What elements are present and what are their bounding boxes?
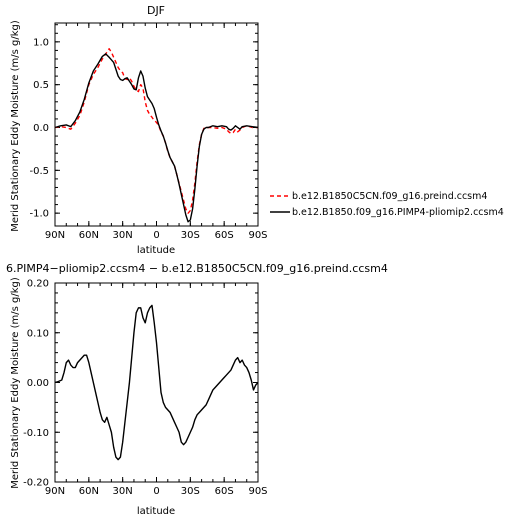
top-y-tick-label: 1.0 — [33, 37, 49, 48]
bottom-x-tick-label: 30N — [113, 486, 133, 497]
bottom-x-tick-label: 90S — [248, 486, 267, 497]
top-series-line-1 — [54, 48, 258, 214]
top-series-line-2 — [54, 53, 259, 223]
top-x-tick-label: 0 — [153, 230, 159, 241]
bottom-y-tick-label: 0.10 — [27, 328, 49, 339]
bottom-x-axis-title: latitude — [137, 506, 175, 517]
top-y-tick-label: 0.5 — [33, 80, 49, 91]
top-panel: DJF 90N 60N 30N 0 30S 60S 90S -1.0 -0.5 0.0 0.5 1.0… — [10, 4, 268, 256]
top-chart-title: DJF — [147, 4, 165, 17]
top-y-tick-label: -0.5 — [29, 166, 49, 177]
bottom-series-line-1 — [54, 304, 259, 461]
top-x-tick-label: 60N — [79, 230, 99, 241]
top-x-tick-label: 90S — [248, 230, 267, 241]
bottom-y-tick-label: -0.20 — [23, 478, 49, 489]
legend: b.e12.B1850C5CN.f09_g16.preind.ccsm4 b.e… — [270, 191, 504, 218]
legend-label-series-1: b.e12.B1850C5CN.f09_g16.preind.ccsm4 — [292, 191, 487, 202]
top-y-tick-label: -1.0 — [29, 209, 49, 220]
top-x-axis-title: latitude — [137, 245, 175, 256]
bottom-x-tick-label: 60S — [215, 486, 234, 497]
bottom-y-tick-label: 0.20 — [27, 279, 49, 290]
bottom-x-tick-label: 0 — [153, 486, 159, 497]
bottom-x-tick-label: 30S — [181, 486, 200, 497]
bottom-plot-area: 90N 60N 30N 0 30S 60S 90S -0.20 -0.10 0.00 0.10 0.2… — [23, 279, 267, 498]
bottom-x-tick-label: 90N — [45, 486, 65, 497]
top-x-tick-label: 90N — [45, 230, 65, 241]
top-x-tick-label: 30S — [181, 230, 200, 241]
top-x-tick-label: 60S — [215, 230, 234, 241]
bottom-y-tick-label: -0.10 — [23, 428, 49, 439]
top-x-tick-label: 30N — [113, 230, 133, 241]
bottom-x-tick-label: 60N — [79, 486, 99, 497]
top-y-tick-label: 0.0 — [33, 123, 49, 134]
bottom-chart-title: 6.PIMP4−pliomip2.ccsm4 − b.e12.B1850C5CN… — [6, 262, 388, 275]
top-plot-area: 90N 60N 30N 0 30S 60S 90S -1.0 -0.5 0.0 0.5 1.0 — [29, 22, 268, 241]
bottom-panel: 6.PIMP4−pliomip2.ccsm4 − b.e12.B1850C5CN… — [6, 262, 388, 517]
bottom-plot-frame — [54, 282, 259, 483]
bottom-y-axis-title: Merid Stationary Eddy Moisture (m/s g/kg… — [10, 277, 21, 489]
bottom-y-tick-label: 0.00 — [27, 378, 49, 389]
top-plot-frame — [54, 22, 259, 227]
top-y-axis-title: Merid Stationary Eddy Moisture (m/s g/kg… — [10, 20, 21, 232]
legend-label-series-2: b.e12.B1850.f09_g16.PIMP4-pliomip2.ccsm4 — [292, 207, 504, 218]
